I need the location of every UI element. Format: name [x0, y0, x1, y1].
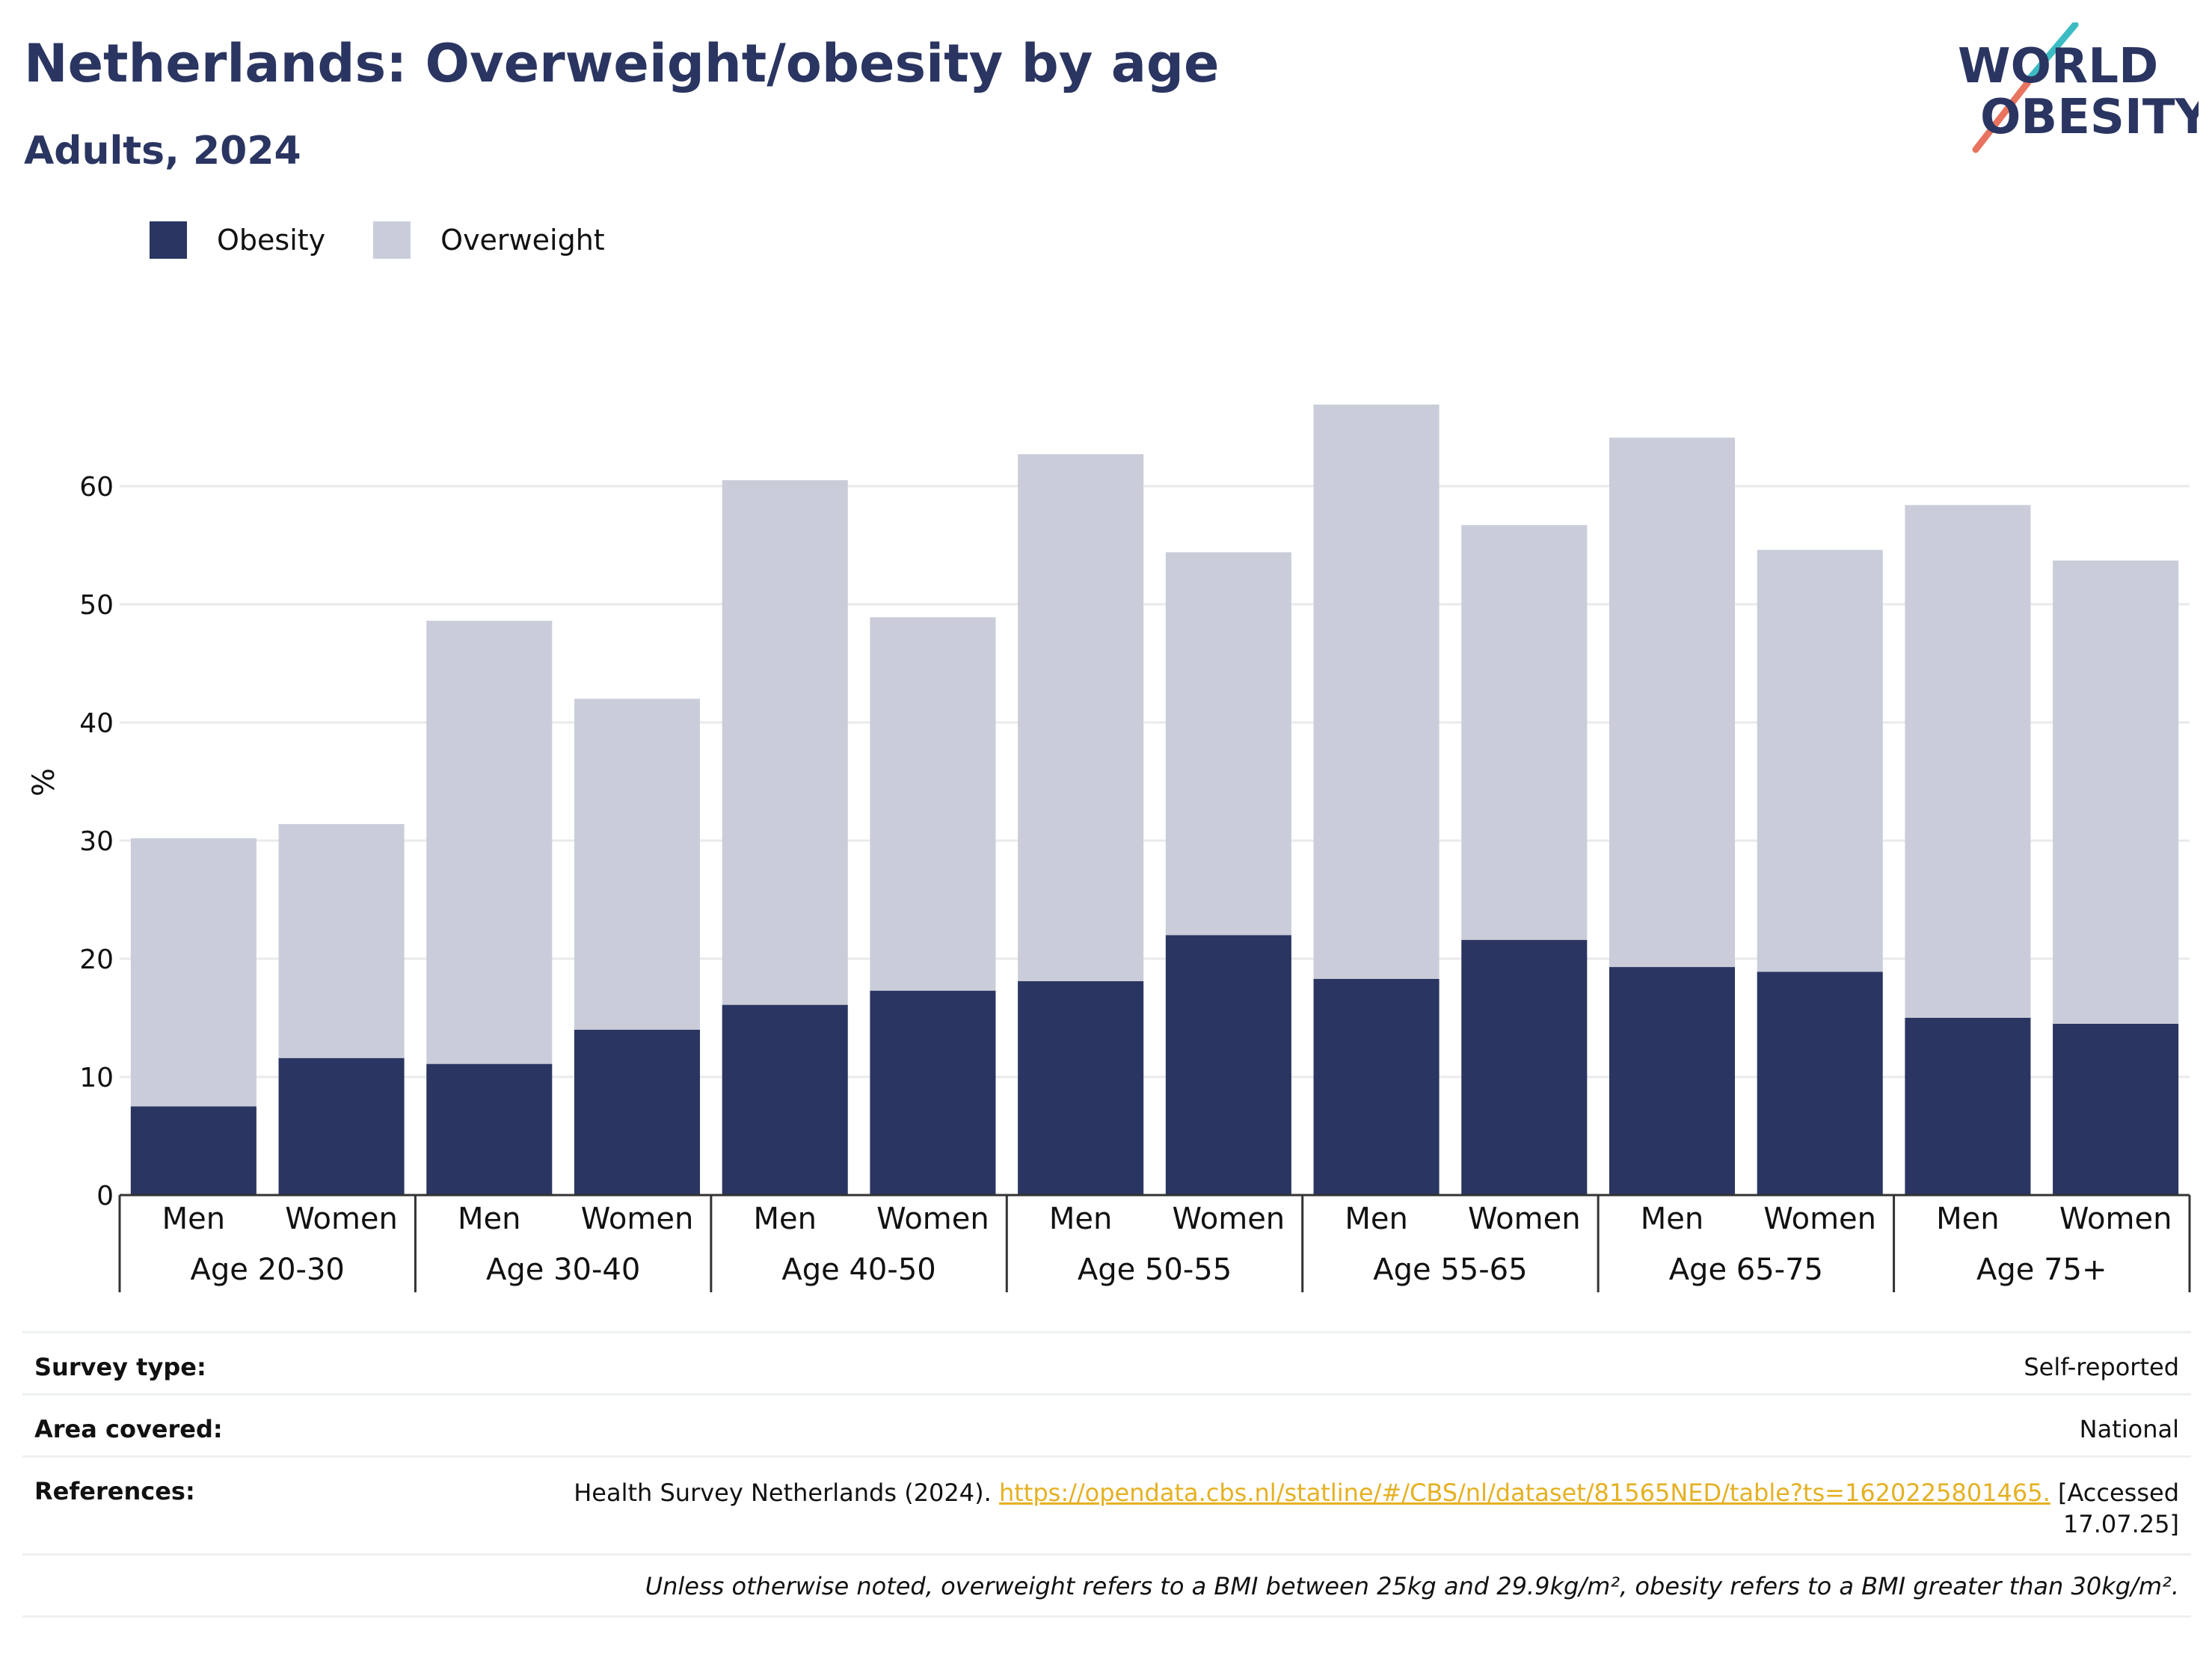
legend-item-obesity[interactable]: Obesity: [150, 221, 325, 259]
x-tick-label-age-group: Age 20-30: [191, 1253, 345, 1287]
legend-swatch-obesity: [150, 221, 187, 259]
bar-obesity: [1165, 935, 1291, 1195]
page-subtitle: Adults, 2024: [24, 129, 301, 174]
references-value: Health Survey Netherlands (2024). https:…: [459, 1477, 2179, 1540]
x-tick-label-sex: Men: [1936, 1202, 1999, 1236]
bar-overweight: [1018, 454, 1144, 982]
y-tick-label: 60: [79, 472, 114, 503]
bar-obesity: [574, 1029, 701, 1195]
bar-obesity: [2053, 1023, 2179, 1195]
x-tick-label-sex: Women: [2059, 1202, 2172, 1236]
x-tick-label-sex: Men: [1641, 1202, 1703, 1236]
bar-overweight: [278, 823, 405, 1058]
y-tick-label: 50: [79, 590, 114, 621]
x-tick-label-age-group: Age 40-50: [781, 1253, 936, 1287]
bar-overweight: [2053, 560, 2179, 1024]
bar-overweight: [426, 621, 553, 1064]
bar-overweight: [1165, 552, 1291, 936]
bar-obesity: [1609, 967, 1736, 1195]
bar-overweight: [722, 480, 848, 1005]
x-tick-label-sex: Women: [285, 1202, 398, 1236]
survey-type-row: Survey type: Self-reported: [22, 1331, 2191, 1393]
x-tick-label-sex: Women: [581, 1202, 694, 1236]
area-covered-row: Area covered: National: [22, 1393, 2191, 1455]
bar-obesity: [1905, 1018, 2031, 1195]
stacked-bar-chart: 0 10 20 30 40 50 60% Men Women Age 20-30 Men Women A…: [27, 404, 2191, 1292]
references-accessed: [Accessed 17.07.25]: [2057, 1479, 2179, 1538]
references-row: References: Health Survey Netherlands (2…: [22, 1455, 2191, 1553]
bar-overweight: [1757, 550, 1883, 972]
world-obesity-logo: WORLD OBESITY: [1944, 21, 2210, 157]
bar-obesity: [870, 990, 996, 1195]
bar-obesity: [1313, 978, 1440, 1195]
references-link[interactable]: https://opendata.cbs.nl/statline/#/CBS/n…: [998, 1479, 2050, 1507]
y-tick-label: 20: [79, 945, 114, 975]
x-tick-label-age-group: Age 75+: [1976, 1253, 2107, 1287]
survey-type-value: Self-reported: [2024, 1353, 2179, 1381]
y-tick-label: 30: [79, 826, 114, 857]
x-tick-label-sex: Women: [876, 1202, 989, 1236]
bar-obesity: [722, 1004, 848, 1195]
bar-overweight: [1609, 437, 1736, 968]
area-covered-value: National: [2079, 1415, 2179, 1443]
references-text: Health Survey Netherlands (2024).: [574, 1479, 992, 1507]
page-title: Netherlands: Overweight/obesity by age: [24, 33, 1220, 94]
x-tick-label-sex: Women: [1468, 1202, 1581, 1236]
x-tick-label-age-group: Age 30-40: [486, 1253, 640, 1287]
x-tick-label-sex: Men: [1049, 1202, 1112, 1236]
y-tick-label: 10: [79, 1063, 114, 1093]
bar-overweight: [130, 838, 256, 1107]
x-tick-label-age-group: Age 50-55: [1078, 1253, 1232, 1287]
legend-swatch-overweight: [373, 221, 411, 259]
area-covered-label: Area covered:: [34, 1415, 223, 1443]
bar-overweight: [574, 698, 701, 1030]
x-tick-label-sex: Men: [753, 1202, 816, 1236]
metadata-table: Survey type: Self-reported Area covered:…: [22, 1331, 2191, 1618]
definition-note-row: Unless otherwise noted, overweight refer…: [22, 1553, 2191, 1618]
bar-obesity: [1461, 939, 1588, 1195]
x-tick-label-sex: Men: [1345, 1202, 1407, 1236]
survey-type-label: Survey type:: [34, 1353, 206, 1381]
bar-overweight: [1313, 404, 1440, 979]
y-tick-label: 0: [96, 1181, 114, 1212]
x-tick-label-sex: Men: [458, 1202, 520, 1236]
legend-label-obesity: Obesity: [217, 224, 326, 257]
bar-obesity: [426, 1063, 553, 1195]
x-tick-label-sex: Men: [162, 1202, 225, 1236]
bar-overweight: [1905, 505, 2031, 1018]
y-tick-label: 40: [79, 708, 114, 739]
bar-obesity: [1757, 971, 1883, 1195]
logo-line1: WORLD: [1958, 39, 2158, 94]
legend-item-overweight[interactable]: Overweight: [373, 221, 605, 259]
bar-obesity: [130, 1106, 256, 1195]
bar-obesity: [1018, 981, 1144, 1195]
y-axis-label: %: [27, 768, 61, 796]
chart-legend: Obesity Overweight: [150, 221, 653, 259]
bar-overweight: [870, 617, 996, 991]
definition-note: Unless otherwise noted, overweight refer…: [645, 1572, 2179, 1600]
x-tick-label-sex: Women: [1763, 1202, 1876, 1236]
x-tick-label-sex: Women: [1173, 1202, 1285, 1236]
bar-overweight: [1461, 525, 1588, 940]
logo-line2: OBESITY: [1980, 90, 2199, 145]
references-label: References:: [34, 1477, 195, 1505]
x-tick-label-age-group: Age 55-65: [1373, 1253, 1527, 1287]
x-tick-label-age-group: Age 65-75: [1669, 1253, 1823, 1287]
legend-label-overweight: Overweight: [440, 224, 605, 257]
bar-obesity: [278, 1057, 405, 1195]
